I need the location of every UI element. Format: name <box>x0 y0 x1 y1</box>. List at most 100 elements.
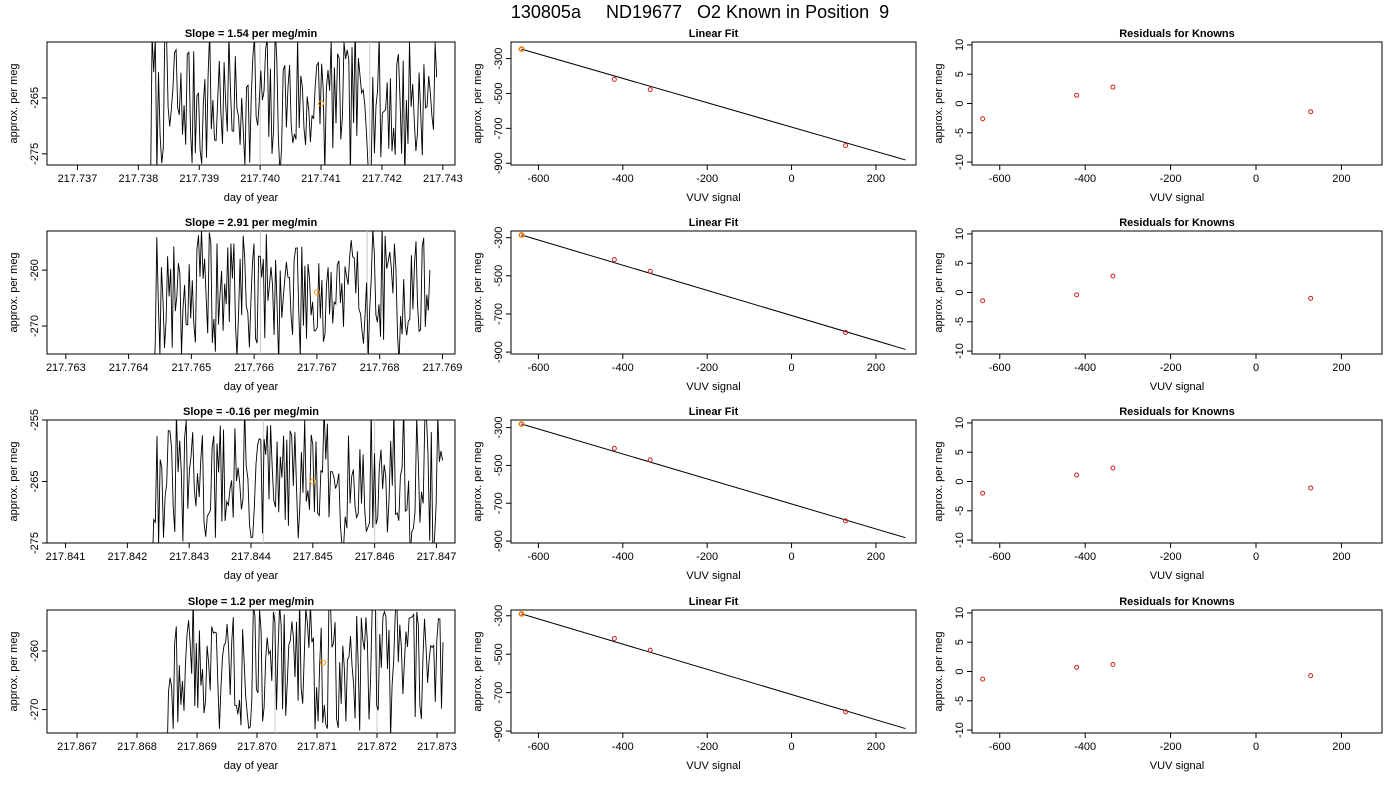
panel-title: Slope = 1.54 per meg/min <box>185 28 318 40</box>
data-point <box>647 268 653 274</box>
highlight-point <box>518 420 525 427</box>
series-line <box>154 231 431 354</box>
y-tick-label: -270 <box>29 315 41 337</box>
panel-r4-c2: Linear Fit -600 -400 -200 0 200 -900 -700 -500 -3… <box>472 596 917 772</box>
x-tick-label: 217.841 <box>46 551 86 563</box>
fit-line <box>521 48 906 161</box>
plot-frame <box>510 419 917 544</box>
x-tick-label: -200 <box>1160 741 1182 753</box>
plot-frame <box>971 609 1383 734</box>
data-point <box>647 457 653 463</box>
x-tick-label: -200 <box>1160 362 1182 374</box>
y-tick-label: 0 <box>954 478 966 484</box>
data-point <box>1308 295 1314 301</box>
plot-area <box>980 661 1314 682</box>
x-axis-label: VUV signal <box>686 570 740 582</box>
data-point <box>647 647 653 653</box>
series-line <box>150 42 438 165</box>
data-point <box>980 676 986 682</box>
y-tick-label: 5 <box>954 449 966 455</box>
y-axis-label: approx. per meg <box>8 631 20 711</box>
x-tick-label: -400 <box>612 173 634 185</box>
x-tick-label: -600 <box>989 551 1011 563</box>
y-tick-label: 10 <box>954 39 966 51</box>
x-tick-label: -400 <box>1074 362 1096 374</box>
y-axis-label: approx. per meg <box>8 252 20 332</box>
x-tick-label: -400 <box>612 741 634 753</box>
x-axis-label: VUV signal <box>1150 570 1204 582</box>
plot-area <box>518 420 906 539</box>
highlight-point <box>518 610 525 617</box>
x-tick-label: -600 <box>527 741 549 753</box>
panel-r4-c3: Residuals for Knowns -600 -400 -200 0 200 -10 -… <box>933 596 1383 772</box>
plot-area <box>980 84 1314 122</box>
y-tick-label: 10 <box>954 607 966 619</box>
x-tick-label: 0 <box>1253 173 1259 185</box>
x-tick-label: -600 <box>527 173 549 185</box>
data-point <box>980 298 986 304</box>
x-tick-label: -200 <box>1160 173 1182 185</box>
y-axis-label: approx. per meg <box>8 63 20 143</box>
y-axis-label: approx. per meg <box>472 63 484 143</box>
x-tick-label: 200 <box>1332 551 1350 563</box>
y-axis-label: approx. per meg <box>933 441 945 521</box>
x-tick-label: -200 <box>1160 551 1182 563</box>
y-tick-label: -700 <box>493 303 505 325</box>
x-tick-label: -200 <box>696 362 718 374</box>
x-tick-label: -600 <box>527 362 549 374</box>
panel-r4-c1: Slope = 1.2 per meg/min 217.867 217.868 217… <box>8 596 457 772</box>
y-tick-label: -10 <box>954 532 966 548</box>
x-tick-label: 217.743 <box>423 173 463 185</box>
panel-r1-c3: Residuals for Knowns -600 -400 -200 0 200 -10 -… <box>933 28 1383 204</box>
y-tick-label: -900 <box>493 152 505 174</box>
data-point <box>1110 273 1116 279</box>
y-tick-label: -255 <box>29 409 41 431</box>
y-tick-label: -700 <box>493 117 505 139</box>
plot-frame <box>510 230 917 355</box>
x-axis-label: VUV signal <box>1150 381 1204 393</box>
data-point <box>843 709 849 715</box>
panel-r2-c3: Residuals for Knowns -600 -400 -200 0 200 -10 -… <box>933 217 1383 393</box>
x-tick-label: -600 <box>989 173 1011 185</box>
plot-area <box>980 273 1314 304</box>
panel-title: Slope = 1.2 per meg/min <box>188 596 315 608</box>
y-tick-label: -260 <box>29 259 41 281</box>
x-tick-label: 217.738 <box>118 173 158 185</box>
panel-r1-c1: Slope = 1.54 per meg/min 217.737 217.738 21… <box>8 28 463 204</box>
y-tick-label: -500 <box>493 265 505 287</box>
x-tick-label: -400 <box>612 362 634 374</box>
plot-frame <box>971 41 1383 166</box>
panel-title: Linear Fit <box>689 406 739 418</box>
x-tick-label: 0 <box>1253 551 1259 563</box>
panel-r2-c1: Slope = 2.91 per meg/min 217.763 217.764 21… <box>8 217 462 393</box>
fit-line <box>521 423 906 539</box>
data-point <box>611 635 617 641</box>
panel-title: Linear Fit <box>689 217 739 229</box>
x-tick-label: 200 <box>1332 741 1350 753</box>
x-tick-label: 217.763 <box>46 362 86 374</box>
x-tick-label: 217.768 <box>360 362 400 374</box>
data-point <box>611 257 617 263</box>
panel-r3-c1: Slope = -0.16 per meg/min 217.841 217.842 2… <box>8 406 456 582</box>
y-tick-label: -275 <box>29 532 41 554</box>
panel-title: Slope = -0.16 per meg/min <box>183 406 319 418</box>
y-axis-label: approx. per meg <box>8 441 20 521</box>
plot-area <box>518 46 906 161</box>
x-axis-label: day of year <box>224 570 279 582</box>
x-tick-label: -600 <box>989 362 1011 374</box>
y-tick-label: -10 <box>954 722 966 738</box>
x-tick-label: 217.873 <box>417 741 457 753</box>
x-axis-label: VUV signal <box>1150 192 1204 204</box>
fit-line <box>521 613 906 730</box>
highlight-point <box>318 100 325 107</box>
x-tick-label: 200 <box>1332 362 1350 374</box>
x-tick-label: 217.843 <box>169 551 209 563</box>
plot-frame <box>510 41 917 166</box>
y-tick-label: -900 <box>493 720 505 742</box>
panel-title: Slope = 2.91 per meg/min <box>185 217 318 229</box>
x-tick-label: 217.844 <box>231 551 271 563</box>
y-tick-label: -500 <box>493 454 505 476</box>
y-tick-label: 5 <box>954 260 966 266</box>
x-tick-label: 217.765 <box>171 362 211 374</box>
x-tick-label: 200 <box>867 173 885 185</box>
